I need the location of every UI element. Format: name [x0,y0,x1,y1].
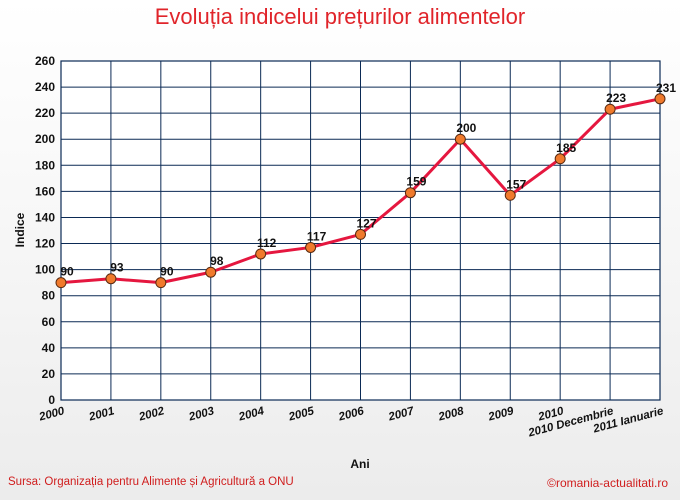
x-axis-title: Ani [350,457,369,471]
data-label: 117 [307,229,327,243]
x-tick-label: 2003 [187,405,216,424]
y-tick-label: 120 [35,237,55,251]
data-label: 157 [506,177,526,191]
data-point [105,273,117,285]
data-point [404,187,416,199]
x-axis-ticks: 2000 2001 2002 2003 2004 2005 2006 2007 2008 2009… [37,405,665,440]
data-point [504,189,516,201]
data-labels: 90 93 90 98 112 117 127 159 200 157 185 223 231 [60,81,676,279]
data-point [55,277,67,289]
data-point [205,266,217,278]
data-label: 200 [456,121,476,135]
copyright-link[interactable]: ©romania-actualitati.ro [547,476,668,490]
x-tick-label: 2004 [237,405,266,424]
data-point [355,228,366,240]
x-tick-label: 2007 [386,405,415,424]
y-tick-label: 20 [42,367,56,381]
y-tick-label: 240 [35,80,55,94]
y-tick-label: 100 [35,263,55,277]
data-label: 93 [110,261,124,275]
x-tick-label: 2005 [287,405,316,424]
data-label: 98 [210,254,224,268]
y-tick-label: 160 [35,184,55,198]
data-point [305,241,317,253]
y-tick-label: 260 [35,54,55,68]
x-tick-label: 2002 [137,405,166,424]
data-point [604,103,616,115]
data-label: 90 [60,265,74,279]
data-label: 90 [160,265,174,279]
data-label: 112 [257,236,277,250]
data-point [554,153,566,165]
x-tick-label: 2006 [336,405,365,424]
y-tick-label: 80 [42,289,56,303]
data-point [255,248,267,260]
data-label: 231 [656,81,676,95]
y-tick-label: 220 [35,106,55,120]
chart-title: Evoluția indicelui prețurilor alimentelo… [154,4,526,29]
data-label: 223 [606,91,626,105]
data-label: 185 [556,141,576,155]
x-tick-label: 2008 [436,405,465,424]
data-label: 159 [406,175,426,189]
data-point [155,277,167,289]
data-label: 127 [356,216,376,230]
y-tick-label: 40 [42,341,56,355]
source-note: Sursa: Organizația pentru Alimente și Ag… [8,476,294,488]
data-point [654,93,666,105]
y-tick-label: 60 [42,315,56,329]
y-tick-label: 180 [35,158,55,172]
data-point [454,133,466,145]
x-tick-label: 2009 [486,405,515,424]
y-tick-label: 140 [35,210,55,224]
y-axis-title: Indice [13,212,27,247]
y-tick-label: 0 [48,393,55,407]
series-line-group [55,93,666,289]
x-tick-label: 2001 [87,405,116,423]
y-axis-ticks: 0 20 40 60 80 100 120 140 160 180 200 220 240 260 [35,54,55,407]
x-tick-label: 2000 [37,405,66,424]
y-tick-label: 200 [35,132,55,146]
